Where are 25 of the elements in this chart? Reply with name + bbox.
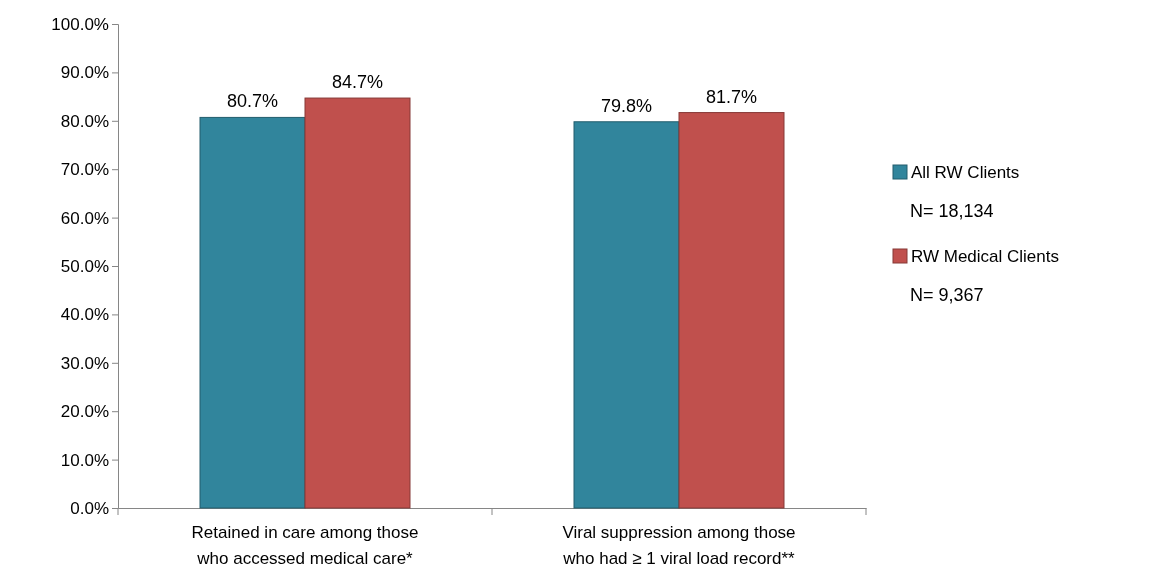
y-tick-label: 0.0% xyxy=(70,498,109,518)
data-label: 80.7% xyxy=(226,91,279,112)
y-tick-label: 90.0% xyxy=(60,63,109,83)
data-label: 81.7% xyxy=(705,86,758,107)
text: N= 9,367 xyxy=(910,285,984,305)
legend-label: RW Medical Clients xyxy=(911,247,1060,266)
x-tick-label: Viral suppression among those who had ≥ 1 viral load record** xyxy=(562,523,796,568)
bar xyxy=(304,97,411,509)
data-label: 79.8% xyxy=(600,95,653,116)
x-tick-label: Retained in care among those who accessed medical care* xyxy=(191,523,419,568)
data-label: 84.7% xyxy=(331,72,384,93)
y-tick-label: 100.0% xyxy=(51,14,109,34)
y-tick-label: 70.0% xyxy=(60,160,109,180)
y-tick-label: 30.0% xyxy=(60,353,109,373)
text: N= 18,134 xyxy=(910,201,994,221)
y-tick-label: 40.0% xyxy=(60,305,109,325)
y-tick-label: 10.0% xyxy=(60,450,109,470)
y-tick-label: 60.0% xyxy=(60,208,109,228)
bar xyxy=(678,112,785,509)
y-tick-label: 20.0% xyxy=(60,402,109,422)
legend-label: All RW Clients xyxy=(911,163,1020,182)
y-tick-label: 50.0% xyxy=(60,256,109,276)
bar xyxy=(199,116,306,509)
bar xyxy=(573,121,680,509)
y-tick-label: 80.0% xyxy=(60,111,109,131)
